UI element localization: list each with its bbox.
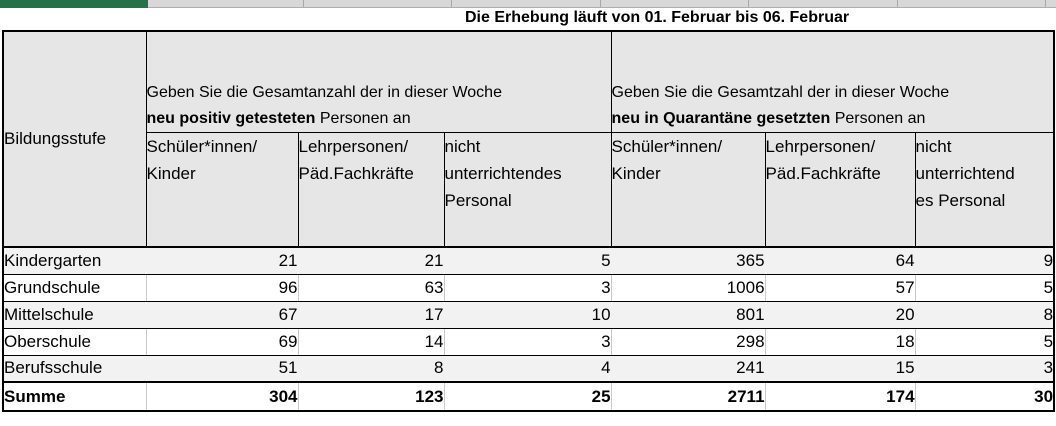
col-header-pos-nicht-unterrichtend: nicht unterrichtendes Personal — [443, 131, 612, 248]
group-header-line2: neu positiv getesteten Personen an — [146, 109, 411, 127]
row-label: Kindergarten — [3, 247, 147, 275]
cell-value[interactable]: 8 — [915, 301, 1055, 329]
group-header-quarantine: Geben Sie die Gesamtzahl der in dieser W… — [610, 30, 1055, 133]
group-header-line2: neu in Quarantäne gesetzten Personen an — [611, 109, 926, 127]
row-label: Mittelschule — [3, 301, 147, 329]
col-header-pos-schueler: Schüler*innen/Kinder — [145, 131, 299, 248]
col-header-quar-lehrpersonen: Lehrpersonen/Päd.Fachkräfte — [764, 131, 916, 248]
cell-value[interactable]: 241 — [611, 355, 766, 383]
row-label: Oberschule — [3, 328, 147, 356]
row-label: Berufsschule — [3, 355, 147, 383]
table-row: Grundschule 96 63 3 1006 57 5 — [3, 274, 1055, 302]
survey-data-table: Bildungsstufe Geben Sie die Gesamtanzahl… — [2, 30, 1056, 412]
cell-value[interactable]: 63 — [298, 274, 445, 302]
cell-value[interactable]: 51 — [146, 355, 299, 383]
cell-value[interactable]: 3 — [444, 274, 612, 302]
cell-value[interactable]: 4 — [444, 355, 612, 383]
group-header-line1: Geben Sie die Gesamtzahl der in dieser W… — [611, 83, 950, 101]
cell-value[interactable]: 8 — [298, 355, 445, 383]
cell-value[interactable]: 10 — [444, 301, 612, 329]
column-divider-tick — [897, 0, 898, 7]
cell-value[interactable]: 5 — [915, 274, 1055, 302]
cell-value[interactable]: 15 — [765, 355, 916, 383]
total-value: 30 — [915, 381, 1055, 411]
cell-value[interactable]: 57 — [765, 274, 916, 302]
col-header-pos-lehrpersonen: Lehrpersonen/Päd.Fachkräfte — [297, 131, 445, 248]
cell-value[interactable]: 17 — [298, 301, 445, 329]
table-row: Mittelschule 67 17 10 801 20 8 — [3, 301, 1055, 329]
cell-value[interactable]: 69 — [146, 328, 299, 356]
col-header-quar-nicht-unterrichtend: nicht unterrichtend es Personal — [914, 131, 1055, 248]
cell-value[interactable]: 3 — [444, 328, 612, 356]
total-value: 174 — [765, 381, 916, 411]
total-value: 2711 — [611, 381, 766, 411]
table-row: Oberschule 69 14 3 298 18 5 — [3, 328, 1055, 356]
total-row: Summe 304 123 25 2711 174 30 — [3, 381, 1055, 411]
table-row: Berufsschule 51 8 4 241 15 3 — [3, 355, 1055, 383]
cell-value[interactable]: 96 — [146, 274, 299, 302]
cell-value[interactable]: 5 — [444, 247, 612, 275]
table-row: Kindergarten 21 21 5 365 64 9 — [3, 247, 1055, 275]
column-divider-tick — [451, 0, 452, 7]
group-header-line1: Geben Sie die Gesamtanzahl der in dieser… — [146, 83, 502, 101]
total-value: 123 — [298, 381, 445, 411]
row-label: Grundschule — [3, 274, 147, 302]
total-value: 25 — [444, 381, 612, 411]
green-accent-bar — [0, 0, 148, 8]
cell-value[interactable]: 64 — [765, 247, 916, 275]
cell-value[interactable]: 14 — [298, 328, 445, 356]
cell-value[interactable]: 21 — [298, 247, 445, 275]
cell-value[interactable]: 18 — [765, 328, 916, 356]
col-header-quar-schueler: Schüler*innen/Kinder — [610, 131, 766, 248]
cell-value[interactable]: 5 — [915, 328, 1055, 356]
total-label: Summe — [3, 381, 147, 411]
column-divider-tick — [1045, 0, 1046, 7]
cell-value[interactable]: 365 — [611, 247, 766, 275]
survey-period-title: Die Erhebung läuft von 01. Februar bis 0… — [465, 9, 850, 26]
column-divider-tick — [600, 0, 601, 7]
corner-header-bildungsstufe: Bildungsstufe — [2, 30, 147, 248]
cell-value[interactable]: 801 — [611, 301, 766, 329]
cell-value[interactable]: 9 — [915, 247, 1055, 275]
group-header-positive-tested: Geben Sie die Gesamtanzahl der in dieser… — [145, 30, 612, 133]
cell-value[interactable]: 21 — [146, 247, 299, 275]
cell-value[interactable]: 67 — [146, 301, 299, 329]
cell-value[interactable]: 3 — [915, 355, 1055, 383]
sheet-top-strip — [0, 0, 1056, 8]
cell-value[interactable]: 1006 — [611, 274, 766, 302]
cell-value[interactable]: 20 — [765, 301, 916, 329]
column-divider-tick — [303, 0, 304, 7]
cell-value[interactable]: 298 — [611, 328, 766, 356]
column-divider-tick — [748, 0, 749, 7]
total-value: 304 — [146, 381, 299, 411]
